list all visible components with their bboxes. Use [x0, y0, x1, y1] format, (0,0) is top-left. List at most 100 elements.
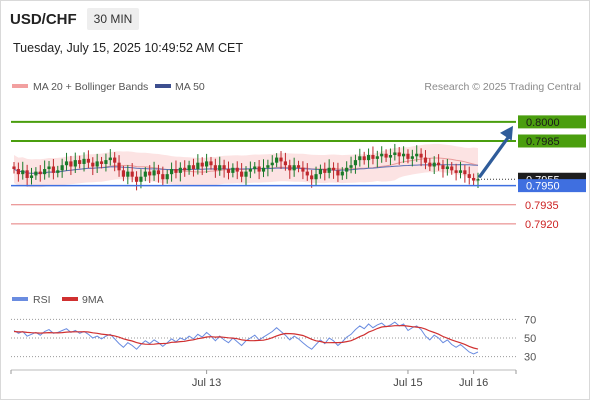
candle-body: [183, 167, 187, 171]
candle: [78, 155, 82, 169]
candle: [463, 164, 467, 183]
candle: [305, 163, 309, 181]
candle-body: [257, 166, 261, 172]
rsi-ma-legend-label: 9MA: [82, 294, 104, 306]
level-green: 0.7985: [11, 134, 586, 148]
candle: [445, 158, 449, 176]
candle: [366, 148, 371, 168]
candle-body: [253, 166, 257, 170]
candle: [235, 161, 239, 180]
candle: [51, 158, 55, 180]
candle-body: [174, 169, 178, 173]
rsi-layer: 70 50 30: [11, 314, 536, 364]
timeframe-button[interactable]: 30 MIN: [86, 8, 140, 30]
candle: [104, 153, 108, 172]
candle-body: [244, 171, 248, 177]
rsi-tick-label: 70: [524, 314, 536, 326]
candle: [200, 157, 204, 176]
candle: [16, 162, 20, 182]
candle-body: [29, 175, 34, 178]
candle-body: [117, 162, 121, 171]
candle: [467, 166, 471, 185]
candle: [406, 149, 410, 164]
candle: [441, 159, 445, 178]
candle: [29, 167, 34, 185]
candle-body: [130, 171, 134, 177]
candle-body: [463, 170, 467, 175]
candle-body: [441, 165, 445, 170]
candle: [174, 160, 178, 179]
candle-body: [156, 170, 161, 175]
level-box: [518, 179, 586, 193]
candle-body: [279, 157, 283, 162]
rsi-tick-label: 50: [524, 333, 536, 345]
candle-body: [235, 167, 239, 172]
candle: [209, 156, 213, 170]
candle: [117, 155, 121, 177]
candle: [397, 146, 401, 165]
candle-body: [205, 161, 209, 167]
candle: [73, 152, 77, 174]
rsi-ma-line: [13, 324, 479, 350]
candle: [283, 152, 287, 171]
candle-body: [419, 153, 423, 158]
x-tick-label: Jul 16: [459, 377, 488, 389]
x-tick-label: Jul 15: [393, 377, 422, 389]
x-axis: Jul 13 Jul 15 Jul 16: [10, 370, 517, 389]
candle-body: [196, 162, 200, 170]
candle: [231, 163, 235, 178]
candle: [410, 149, 414, 167]
candle-body: [397, 152, 401, 157]
candle-body: [437, 162, 441, 166]
level-label: 0.8000: [526, 117, 560, 129]
candle-body: [458, 170, 463, 173]
candle-body: [56, 170, 60, 173]
candle-body: [16, 169, 20, 175]
candle-body: [178, 167, 182, 173]
candle: [301, 161, 305, 180]
candle-body: [51, 166, 55, 173]
candle-body: [472, 177, 476, 181]
candle: [279, 151, 283, 169]
rsi-legend-label: RSI: [33, 294, 51, 306]
x-tick-label: Jul 13: [192, 377, 221, 389]
level-label: 0.7935: [525, 200, 559, 212]
symbol-title: USD/CHF: [10, 10, 77, 28]
candle-body: [113, 157, 117, 163]
candle-body: [69, 161, 73, 167]
candle: [253, 162, 257, 174]
candle-body: [12, 166, 16, 170]
candle-body: [345, 167, 349, 172]
candle: [288, 159, 292, 179]
candle: [358, 148, 362, 167]
candle: [69, 155, 73, 176]
candle-body: [99, 161, 104, 164]
candle-body: [60, 165, 64, 171]
candle-body: [428, 162, 432, 167]
candle: [91, 157, 95, 176]
x-tick: Jul 13: [192, 370, 221, 389]
candle-body: [38, 171, 42, 175]
candle: [375, 150, 379, 168]
candle-body: [222, 165, 226, 170]
rsi-legend-swatch: [12, 297, 28, 301]
candle-body: [371, 155, 375, 159]
candle-body: [240, 171, 244, 177]
ma-bb-legend-swatch: [12, 84, 28, 88]
rsi-tick: 50: [11, 333, 536, 345]
candle-body: [82, 158, 86, 164]
candle: [345, 161, 349, 180]
level-box: [518, 115, 586, 129]
candle: [384, 149, 388, 163]
candle-body: [388, 155, 393, 158]
candle: [156, 164, 161, 183]
candle: [415, 145, 419, 162]
candle: [99, 156, 104, 169]
candle-body: [152, 170, 156, 176]
candle-body: [21, 170, 25, 175]
candle-body: [43, 169, 47, 175]
candle-body: [213, 165, 217, 171]
candle: [340, 167, 344, 180]
candle-body: [310, 175, 314, 180]
